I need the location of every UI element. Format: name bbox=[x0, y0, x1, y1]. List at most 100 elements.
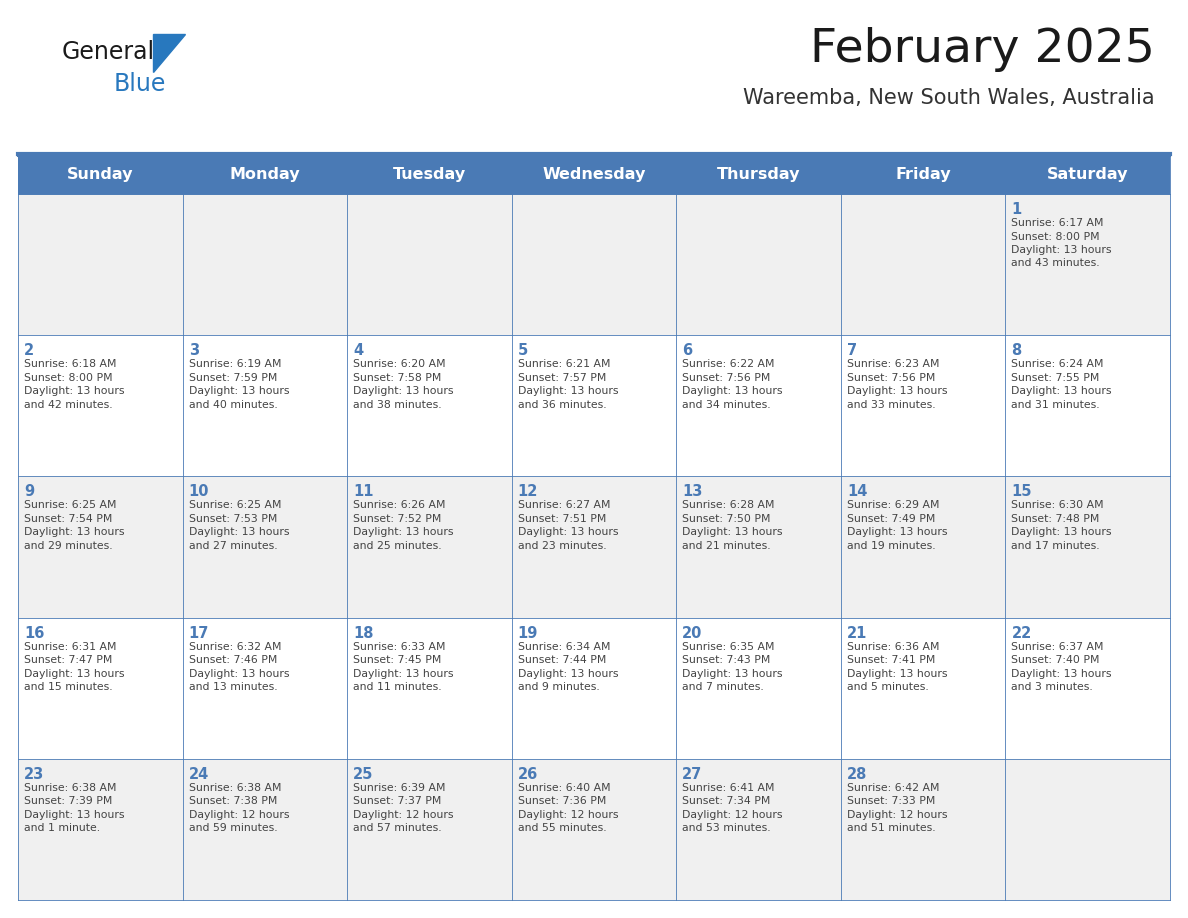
Text: Sunset: 7:51 PM: Sunset: 7:51 PM bbox=[518, 514, 606, 524]
Text: and 17 minutes.: and 17 minutes. bbox=[1011, 541, 1100, 551]
Text: Sunrise: 6:34 AM: Sunrise: 6:34 AM bbox=[518, 642, 611, 652]
Bar bbox=[347, 759, 512, 900]
Text: Sunrise: 6:36 AM: Sunrise: 6:36 AM bbox=[847, 642, 940, 652]
Bar bbox=[512, 759, 676, 900]
Text: Sunset: 7:36 PM: Sunset: 7:36 PM bbox=[518, 796, 606, 806]
Bar bbox=[1005, 335, 1170, 476]
Bar bbox=[841, 759, 1005, 900]
Bar bbox=[676, 335, 841, 476]
Bar bbox=[183, 618, 347, 759]
Text: Sunrise: 6:19 AM: Sunrise: 6:19 AM bbox=[189, 359, 282, 369]
Text: 3: 3 bbox=[189, 343, 198, 358]
Bar bbox=[18, 335, 183, 476]
Text: Sunrise: 6:29 AM: Sunrise: 6:29 AM bbox=[847, 500, 940, 510]
Text: Sunrise: 6:23 AM: Sunrise: 6:23 AM bbox=[847, 359, 940, 369]
Text: 4: 4 bbox=[353, 343, 364, 358]
Text: Daylight: 13 hours: Daylight: 13 hours bbox=[24, 528, 125, 537]
Bar bbox=[1005, 476, 1170, 618]
Text: Daylight: 13 hours: Daylight: 13 hours bbox=[353, 386, 454, 397]
Bar bbox=[183, 335, 347, 476]
Text: Sunset: 7:55 PM: Sunset: 7:55 PM bbox=[1011, 373, 1100, 383]
Text: and 25 minutes.: and 25 minutes. bbox=[353, 541, 442, 551]
Bar bbox=[841, 335, 1005, 476]
Text: 28: 28 bbox=[847, 767, 867, 782]
Text: 14: 14 bbox=[847, 485, 867, 499]
Text: Sunrise: 6:31 AM: Sunrise: 6:31 AM bbox=[24, 642, 116, 652]
Text: Sunrise: 6:28 AM: Sunrise: 6:28 AM bbox=[682, 500, 775, 510]
Text: and 9 minutes.: and 9 minutes. bbox=[518, 682, 600, 692]
Bar bbox=[676, 759, 841, 900]
Text: Daylight: 13 hours: Daylight: 13 hours bbox=[518, 386, 618, 397]
Text: Daylight: 13 hours: Daylight: 13 hours bbox=[1011, 668, 1112, 678]
Text: and 13 minutes.: and 13 minutes. bbox=[189, 682, 277, 692]
Text: and 29 minutes.: and 29 minutes. bbox=[24, 541, 113, 551]
Text: and 55 minutes.: and 55 minutes. bbox=[518, 823, 606, 834]
Text: Sunset: 7:49 PM: Sunset: 7:49 PM bbox=[847, 514, 935, 524]
Text: Daylight: 13 hours: Daylight: 13 hours bbox=[682, 386, 783, 397]
Text: 21: 21 bbox=[847, 625, 867, 641]
Text: 12: 12 bbox=[518, 485, 538, 499]
Bar bbox=[347, 618, 512, 759]
Text: February 2025: February 2025 bbox=[810, 28, 1155, 73]
Bar bbox=[841, 194, 1005, 335]
Text: Sunset: 7:47 PM: Sunset: 7:47 PM bbox=[24, 655, 113, 666]
Text: Sunrise: 6:17 AM: Sunrise: 6:17 AM bbox=[1011, 218, 1104, 228]
Text: Sunset: 7:33 PM: Sunset: 7:33 PM bbox=[847, 796, 935, 806]
Bar bbox=[183, 476, 347, 618]
Text: Sunrise: 6:24 AM: Sunrise: 6:24 AM bbox=[1011, 359, 1104, 369]
Text: Wareemba, New South Wales, Australia: Wareemba, New South Wales, Australia bbox=[744, 88, 1155, 108]
Text: Sunset: 7:34 PM: Sunset: 7:34 PM bbox=[682, 796, 771, 806]
Text: Daylight: 12 hours: Daylight: 12 hours bbox=[847, 810, 947, 820]
Text: Sunset: 7:37 PM: Sunset: 7:37 PM bbox=[353, 796, 442, 806]
Text: Daylight: 13 hours: Daylight: 13 hours bbox=[24, 386, 125, 397]
Text: and 40 minutes.: and 40 minutes. bbox=[189, 399, 277, 409]
Text: and 23 minutes.: and 23 minutes. bbox=[518, 541, 606, 551]
Bar bbox=[841, 476, 1005, 618]
Text: Sunrise: 6:21 AM: Sunrise: 6:21 AM bbox=[518, 359, 611, 369]
Text: and 15 minutes.: and 15 minutes. bbox=[24, 682, 113, 692]
Text: and 27 minutes.: and 27 minutes. bbox=[189, 541, 277, 551]
Text: Sunrise: 6:35 AM: Sunrise: 6:35 AM bbox=[682, 642, 775, 652]
Bar bbox=[347, 476, 512, 618]
Text: Sunset: 8:00 PM: Sunset: 8:00 PM bbox=[1011, 231, 1100, 241]
Text: 25: 25 bbox=[353, 767, 373, 782]
Text: Sunset: 7:39 PM: Sunset: 7:39 PM bbox=[24, 796, 113, 806]
Text: Sunset: 7:38 PM: Sunset: 7:38 PM bbox=[189, 796, 277, 806]
Text: and 34 minutes.: and 34 minutes. bbox=[682, 399, 771, 409]
Text: 5: 5 bbox=[518, 343, 527, 358]
Text: Daylight: 13 hours: Daylight: 13 hours bbox=[189, 668, 289, 678]
Text: and 53 minutes.: and 53 minutes. bbox=[682, 823, 771, 834]
Text: Sunrise: 6:33 AM: Sunrise: 6:33 AM bbox=[353, 642, 446, 652]
Text: Tuesday: Tuesday bbox=[393, 167, 466, 183]
Text: Sunrise: 6:27 AM: Sunrise: 6:27 AM bbox=[518, 500, 611, 510]
Text: and 7 minutes.: and 7 minutes. bbox=[682, 682, 764, 692]
Text: Daylight: 13 hours: Daylight: 13 hours bbox=[24, 810, 125, 820]
Text: Daylight: 13 hours: Daylight: 13 hours bbox=[518, 668, 618, 678]
Text: 11: 11 bbox=[353, 485, 374, 499]
Text: Daylight: 13 hours: Daylight: 13 hours bbox=[847, 668, 947, 678]
Text: Sunset: 7:50 PM: Sunset: 7:50 PM bbox=[682, 514, 771, 524]
Text: 6: 6 bbox=[682, 343, 693, 358]
Text: Daylight: 13 hours: Daylight: 13 hours bbox=[24, 668, 125, 678]
Text: Sunset: 7:43 PM: Sunset: 7:43 PM bbox=[682, 655, 771, 666]
Text: Blue: Blue bbox=[114, 72, 166, 96]
Text: 27: 27 bbox=[682, 767, 702, 782]
Text: 2: 2 bbox=[24, 343, 34, 358]
Text: Sunset: 8:00 PM: Sunset: 8:00 PM bbox=[24, 373, 113, 383]
Text: 8: 8 bbox=[1011, 343, 1022, 358]
Text: and 33 minutes.: and 33 minutes. bbox=[847, 399, 935, 409]
Text: Wednesday: Wednesday bbox=[542, 167, 646, 183]
Text: Sunset: 7:56 PM: Sunset: 7:56 PM bbox=[847, 373, 935, 383]
Text: Daylight: 13 hours: Daylight: 13 hours bbox=[518, 528, 618, 537]
Text: and 36 minutes.: and 36 minutes. bbox=[518, 399, 606, 409]
Text: Sunrise: 6:32 AM: Sunrise: 6:32 AM bbox=[189, 642, 282, 652]
Bar bbox=[512, 194, 676, 335]
Text: Daylight: 13 hours: Daylight: 13 hours bbox=[847, 386, 947, 397]
Text: and 42 minutes.: and 42 minutes. bbox=[24, 399, 113, 409]
Text: Daylight: 13 hours: Daylight: 13 hours bbox=[189, 386, 289, 397]
Text: and 59 minutes.: and 59 minutes. bbox=[189, 823, 277, 834]
Text: 15: 15 bbox=[1011, 485, 1032, 499]
Text: 16: 16 bbox=[24, 625, 44, 641]
Text: Daylight: 13 hours: Daylight: 13 hours bbox=[1011, 386, 1112, 397]
Text: 7: 7 bbox=[847, 343, 857, 358]
